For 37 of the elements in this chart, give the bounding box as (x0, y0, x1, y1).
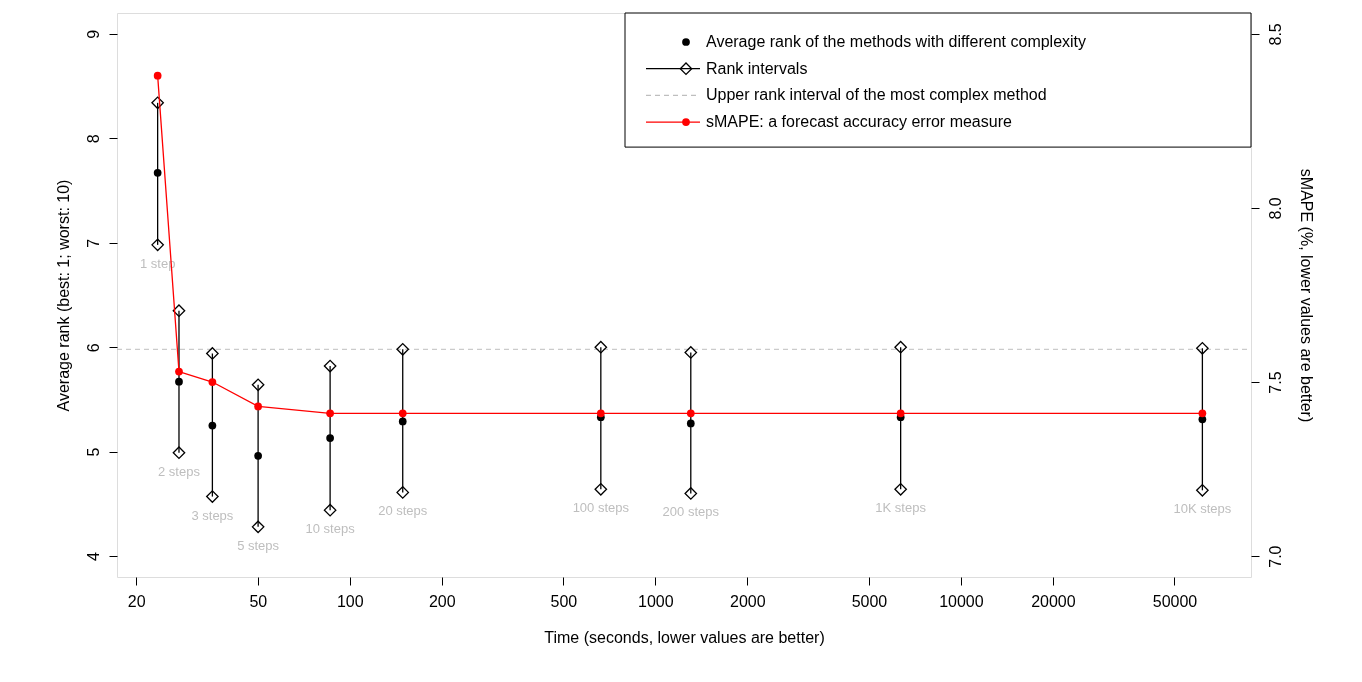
y-tick-label: 7 (84, 238, 102, 248)
y2-tick-label: 7.5 (1266, 371, 1284, 394)
x-tick-label: 50000 (1152, 592, 1198, 610)
x-tick-label: 20 (127, 592, 146, 610)
annotation: 10K steps (1173, 501, 1232, 517)
x-tick-label: 1000 (638, 592, 674, 610)
x-axis-title: Time (seconds, lower values are better) (544, 628, 825, 646)
x-tick-label: 5000 (851, 592, 888, 610)
annotation: 200 steps (662, 504, 720, 520)
legend-label: Upper rank interval of the most complex method (706, 86, 1047, 104)
legend-label: Rank intervals (706, 59, 808, 77)
x-tick-label: 500 (550, 592, 578, 610)
y-tick-label: 5 (84, 447, 102, 457)
x-tick-label: 10000 (939, 592, 984, 610)
x-tick-label: 2000 (730, 592, 766, 610)
y-axis-title: Average rank (best: 1; worst: 10) (54, 179, 72, 412)
y2-tick-label: 8.5 (1266, 23, 1284, 46)
annotation: 20 steps (378, 503, 428, 519)
x-tick-label: 200 (428, 592, 456, 610)
y-tick-label: 8 (84, 134, 102, 144)
y-tick-label: 6 (84, 343, 102, 353)
y2-tick-label: 7.0 (1266, 545, 1284, 568)
annotation: 100 steps (572, 500, 630, 516)
annotation: 2 steps (158, 463, 201, 479)
annotation: 10 steps (305, 521, 356, 537)
x-tick-label: 100 (336, 592, 364, 610)
y-tick-label: 9 (84, 29, 102, 39)
y2-axis-title: sMAPE (%, lower values are better) (1297, 168, 1315, 423)
annotation: 1K steps (875, 500, 927, 516)
x-tick-label: 20000 (1031, 592, 1076, 610)
annotation: 5 steps (237, 537, 280, 553)
y2-tick-label: 8.0 (1266, 197, 1284, 220)
annotation: 3 steps (191, 507, 234, 523)
y-tick-label: 4 (84, 552, 102, 562)
x-tick-label: 50 (249, 592, 268, 610)
legend-label: Average rank of the methods with different complexity (706, 33, 1087, 50)
legend-label: sMAPE: a forecast accuracy error measure (706, 113, 1012, 131)
